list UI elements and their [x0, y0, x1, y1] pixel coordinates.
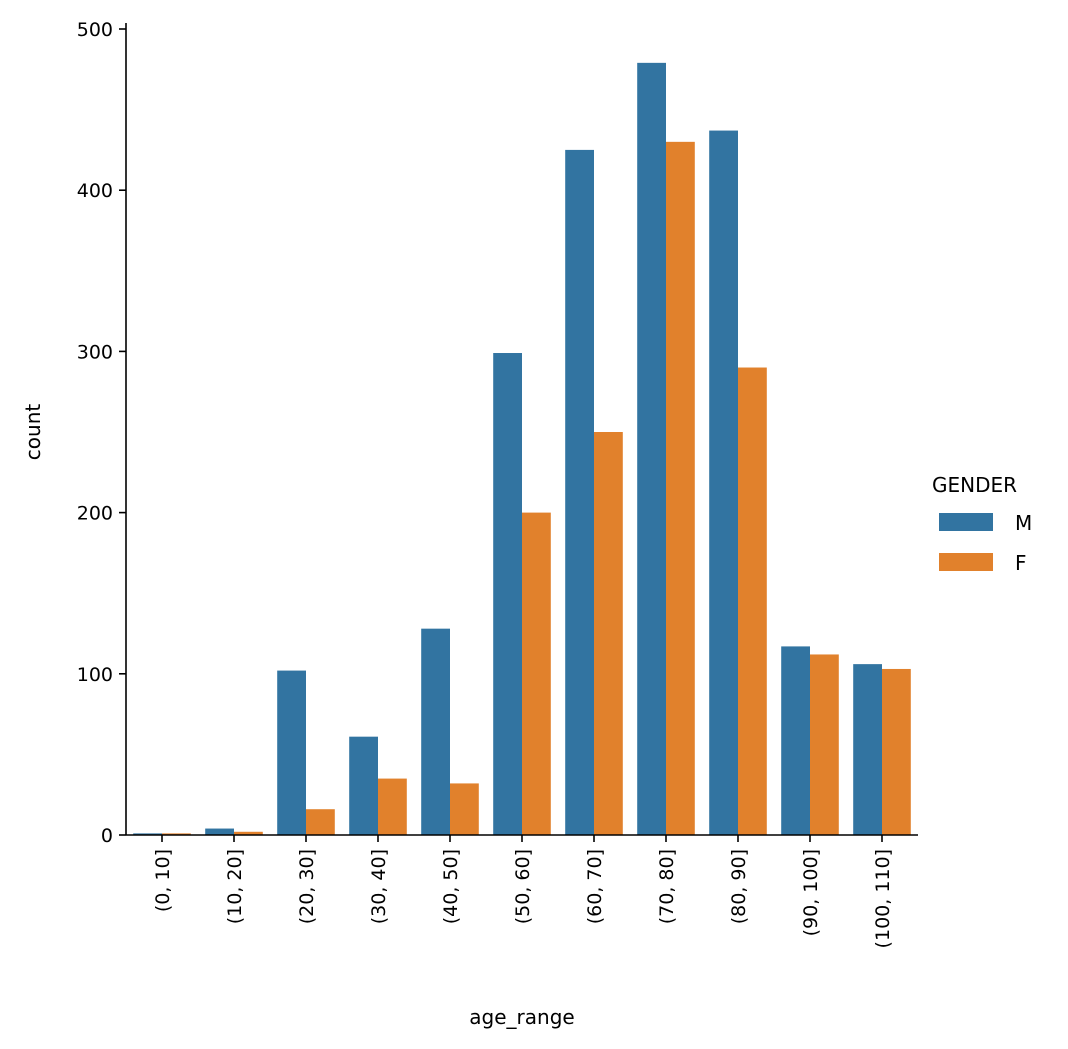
bar-F-0 [162, 833, 191, 835]
x-tick-label: (100, 110] [872, 849, 894, 948]
legend-label-F: F [1015, 551, 1027, 575]
bar-F-5 [522, 512, 551, 835]
x-axis: (0, 10] (10, 20] (20, 30] (30, 40] (40, 50] (… [126, 834, 918, 948]
x-axis-label: age_range [469, 1005, 574, 1029]
x-tick-label: (10, 20] [224, 849, 246, 924]
bar-F-10 [882, 668, 911, 835]
y-tick-label: 100 [77, 664, 113, 686]
bar-M-7 [637, 62, 666, 836]
legend-swatch-F [939, 553, 993, 571]
x-tick-label: (70, 80] [656, 849, 678, 924]
legend-label-M: M [1015, 511, 1032, 535]
bar-F-3 [378, 778, 407, 835]
legend: GENDER MF [932, 473, 1032, 575]
bar-M-0 [133, 833, 162, 835]
y-axis-label: count [21, 404, 45, 461]
x-tick-label: (80, 90] [728, 849, 750, 924]
bar-M-3 [349, 736, 378, 835]
bar-F-9 [810, 654, 839, 835]
legend-swatch-M [939, 513, 993, 531]
bar-M-5 [493, 353, 522, 835]
bar-M-8 [709, 130, 738, 835]
y-axis: 0 100 200 300 400 500 [77, 19, 127, 847]
bar-M-9 [781, 646, 810, 835]
legend-title: GENDER [932, 473, 1017, 497]
x-tick-label: (50, 60] [512, 849, 534, 924]
x-tick-label: (40, 50] [440, 849, 462, 924]
x-tick-label: (20, 30] [296, 849, 318, 924]
y-tick-label: 300 [77, 341, 113, 363]
y-tick-label: 0 [101, 825, 113, 847]
bar-F-1 [234, 831, 263, 835]
bar-M-4 [421, 628, 450, 835]
bar-F-7 [666, 141, 695, 836]
x-tick-label: (90, 100] [800, 849, 822, 936]
x-tick-label: (30, 40] [368, 849, 390, 924]
bar-F-2 [306, 809, 335, 835]
y-tick-label: 400 [77, 180, 113, 202]
bar-M-10 [853, 664, 882, 835]
bar-M-1 [205, 828, 234, 835]
bar-M-6 [565, 149, 594, 835]
x-tick-label: (60, 70] [584, 849, 606, 924]
y-tick-label: 500 [77, 19, 113, 41]
bar-M-2 [277, 670, 306, 835]
x-tick-label: (0, 10] [152, 849, 174, 912]
bar-F-4 [450, 783, 479, 835]
bar-F-6 [594, 432, 623, 835]
bars-group [133, 62, 911, 836]
y-tick-label: 200 [77, 503, 113, 525]
bar-F-8 [738, 367, 767, 835]
